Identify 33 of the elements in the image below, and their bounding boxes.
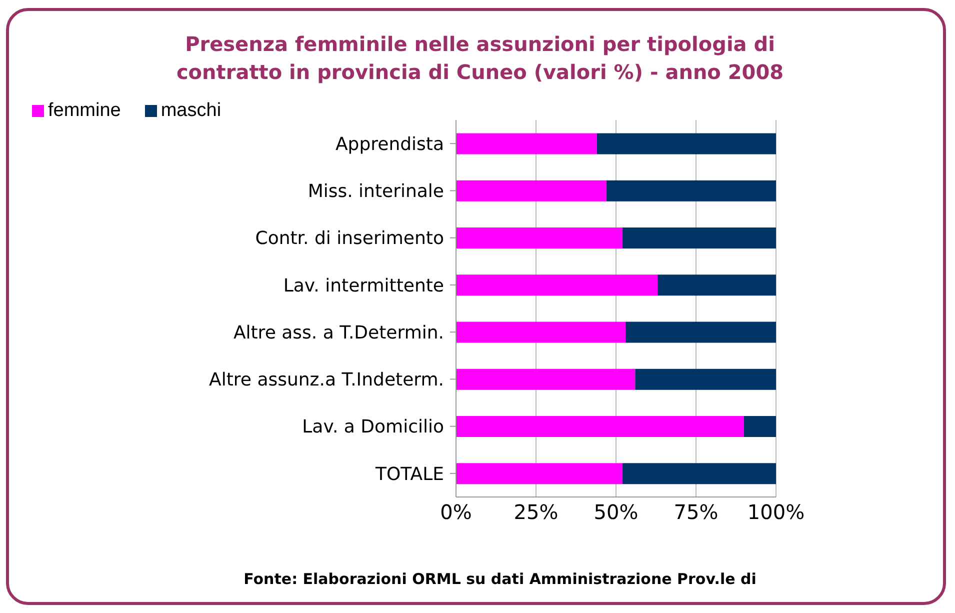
- bar: [635, 368, 776, 390]
- bar: [626, 322, 776, 343]
- x-tick-label: 75%: [674, 500, 718, 524]
- y-tick-label: Altre ass. a T.Determin.: [233, 322, 444, 344]
- legend-label: femmine: [47, 100, 121, 122]
- bar: [456, 463, 622, 484]
- bar: [606, 180, 776, 202]
- y-tick-label: Lav. intermittente: [283, 275, 444, 296]
- bar: [658, 274, 776, 296]
- bar: [456, 368, 636, 390]
- bar: [456, 133, 597, 154]
- bar: [456, 416, 744, 437]
- bar: [622, 463, 776, 484]
- y-tick-label: TOTALE: [374, 464, 444, 485]
- x-tick-label: 100%: [747, 500, 805, 524]
- legend-label: maschi: [160, 100, 222, 122]
- bar: [622, 227, 776, 248]
- bar: [744, 416, 776, 437]
- y-tick-label: Altre assunz.a T.Indeterm.: [209, 370, 444, 391]
- x-tick-label: 25%: [514, 500, 558, 524]
- x-tick-label: 50%: [594, 500, 638, 524]
- bar: [456, 227, 622, 248]
- y-tick-label: Contr. di inserimento: [255, 228, 444, 250]
- x-tick-label: 0%: [440, 500, 472, 524]
- bar: [596, 133, 776, 154]
- bar: [456, 180, 606, 202]
- y-tick-label: Miss. interinale: [308, 181, 444, 202]
- bar: [456, 274, 658, 296]
- y-tick-label: Apprendista: [335, 134, 444, 155]
- bar: [456, 322, 626, 343]
- chart-title: Presenza femminile nelle assunzioni per tipologia di contratto in provincia di Cuneo (valori %) - anno 2008: [175, 31, 785, 86]
- source-note: Fonte: Elaborazioni ORML su dati Amministrazione Prov.le di: [242, 570, 758, 588]
- y-tick-label: Lav. a Domicilio: [302, 416, 444, 438]
